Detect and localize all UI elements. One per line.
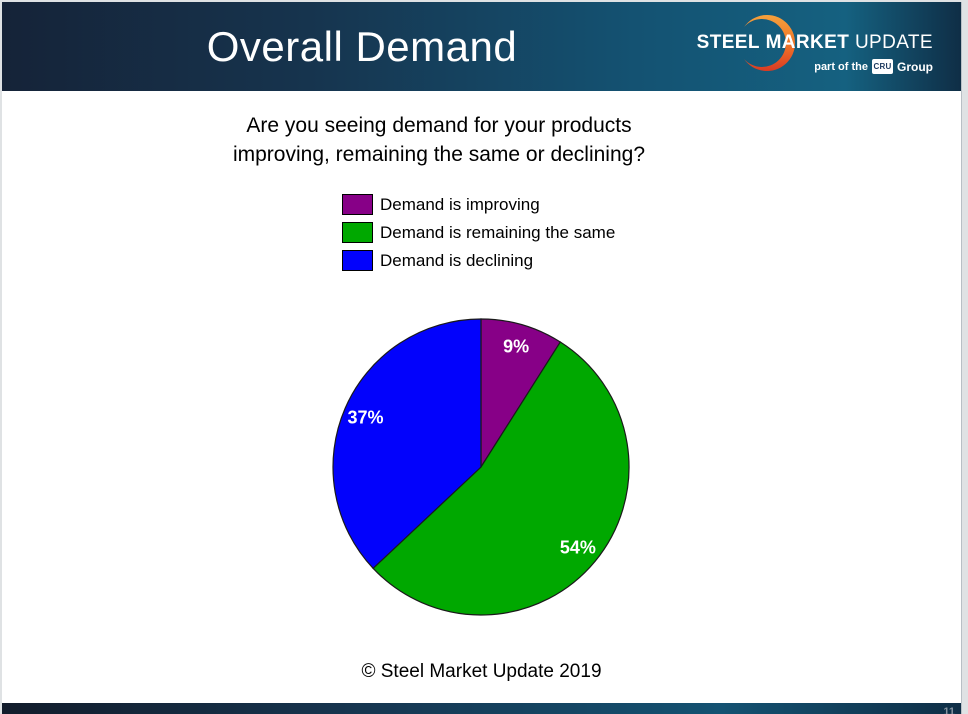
footer-bar: 11 (2, 703, 961, 714)
chart-question-title: Are you seeing demand for your products … (39, 111, 839, 169)
legend-label: Demand is remaining the same (380, 223, 616, 242)
legend-label: Demand is declining (380, 251, 534, 270)
legend-item: Demand is declining (342, 250, 615, 271)
logo-word-update: UPDATE (854, 32, 933, 53)
pie-chart: 9% 54% 37% (332, 318, 630, 616)
copyright-text: © Steel Market Update 2019 (361, 661, 602, 682)
legend-swatch (342, 194, 373, 215)
legend-swatch (342, 222, 373, 243)
page-title: Overall Demand (206, 22, 518, 70)
question-line-1: Are you seeing demand for your products (246, 114, 632, 137)
slide-number: 11 (943, 706, 955, 714)
pie-slice-demand-is-improving (480, 318, 562, 470)
logo-tagline: part of the CRU Group (814, 59, 933, 74)
pie-slice-demand-is-declining (332, 318, 482, 570)
legend-label: Demand is improving (380, 195, 540, 214)
legend-item: Demand is remaining the same (342, 222, 615, 243)
smu-logo-wordmark: STEEL MARKET UPDATE (697, 32, 933, 54)
pie-value-label: 54% (560, 538, 596, 558)
cru-logo-icon: CRU (872, 59, 893, 74)
pie-value-label: 9% (503, 337, 529, 357)
tagline-prefix: part of the (814, 60, 868, 73)
logo-word-steel: STEEL (696, 32, 760, 53)
legend-item: Demand is improving (342, 194, 615, 215)
logo-word-market: MARKET (765, 32, 850, 53)
pie-slice-demand-is-remaining-the-same (372, 341, 630, 616)
pie-value-label: 37% (347, 407, 383, 427)
question-line-2: improving, remaining the same or declini… (232, 143, 646, 166)
legend-swatch (342, 250, 373, 271)
header-bar: Overall Demand STEEL MARKET UPDATE (2, 2, 961, 91)
smu-crescent-icon (744, 15, 796, 71)
chart-legend: Demand is improving Demand is remaining t… (342, 194, 615, 271)
tagline-suffix: Group (897, 59, 933, 74)
